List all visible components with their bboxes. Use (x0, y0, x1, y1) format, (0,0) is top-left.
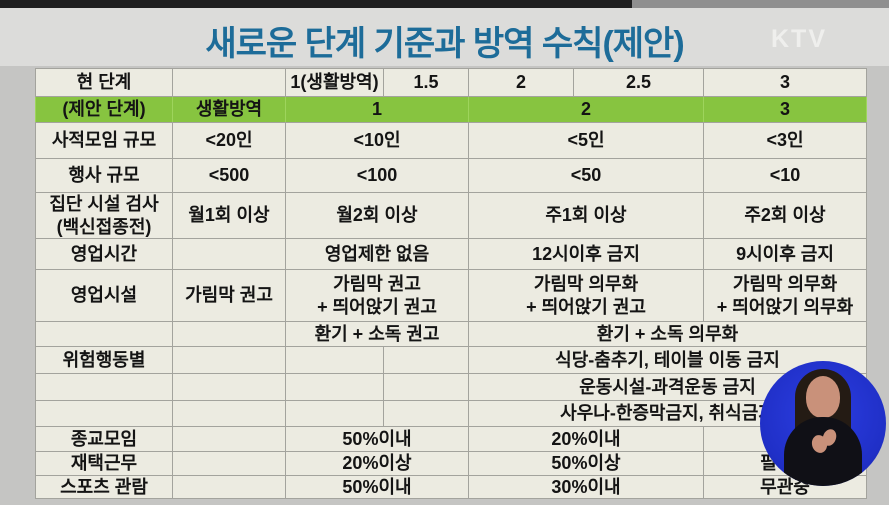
table-row-facility-testing: 집단 시설 검사 (백신접종전) 월1회 이상 월2회 이상 주1회 이상 주2… (35, 192, 867, 239)
table-cell: 가림막 의무화 + 띄어앉기 의무화 (703, 269, 867, 322)
table-row-remote-work: 재택근무 20%이상 50%이상 필수인 (35, 451, 867, 476)
table-cell (35, 373, 173, 401)
title-band (0, 8, 889, 66)
table-cell: 월2회 이상 (285, 192, 469, 239)
table-row-risky-behavior-1: 위험행동별 식당-춤추기, 테이블 이동 금지 (35, 346, 867, 374)
table-cell (172, 373, 286, 401)
row-label-facility-testing: 집단 시설 검사 (백신접종전) (35, 192, 173, 239)
table-row-religious-gathering: 종교모임 50%이내 20%이내 (35, 426, 867, 452)
row-label-business-facility: 영업시설 (35, 269, 173, 322)
table-cell: 20%이내 (468, 426, 704, 452)
table-row-private-gathering: 사적모임 규모 <20인 <10인 <5인 <3인 (35, 122, 867, 159)
table-cell: 가림막 의무화 + 띄어앉기 권고 (468, 269, 704, 322)
table-cell: 1(생활방역) (285, 68, 384, 97)
row-label-sports-viewing: 스포츠 관람 (35, 474, 173, 499)
table-cell (172, 321, 286, 347)
table-row-sports-viewing: 스포츠 관람 50%이내 30%이내 무관중 (35, 474, 867, 499)
table-cell (172, 238, 286, 270)
table-cell (172, 68, 286, 97)
table-cell: 30%이내 (468, 474, 704, 499)
table-row-proposed-stage: (제안 단계) 생활방역 1 2 3 (35, 96, 867, 123)
table-row-current-stage: 현 단계 1(생활방역) 1.5 2 2.5 3 (35, 68, 867, 97)
table-cell: 2 (468, 68, 574, 97)
row-label-private-gathering: 사적모임 규모 (35, 122, 173, 159)
top-edge-light-bar (632, 0, 889, 8)
table-cell (172, 426, 286, 452)
row-label-ventilation (35, 321, 173, 347)
table-cell: 사우나-한증막금지, 취식금지 (468, 400, 867, 427)
row-label-current-stage: 현 단계 (35, 68, 173, 97)
ktv-logo: KTV (771, 25, 827, 53)
table-cell: 가림막 권고 (172, 269, 286, 322)
table-cell (285, 373, 384, 401)
table-cell: 3 (703, 96, 867, 123)
row-label-business-hours: 영업시간 (35, 238, 173, 270)
table-cell (172, 451, 286, 476)
table-cell: 주1회 이상 (468, 192, 704, 239)
table-cell: <3인 (703, 122, 867, 159)
table-cell: <20인 (172, 122, 286, 159)
table-row-event-size: 행사 규모 <500 <100 <50 <10 (35, 158, 867, 193)
table-cell: 2 (468, 96, 704, 123)
table-cell: 3 (703, 68, 867, 97)
table-cell (383, 346, 469, 374)
sign-language-interpreter (760, 361, 886, 486)
table-cell: 50%이내 (285, 426, 469, 452)
table-row-risky-behavior-3: 사우나-한증막금지, 취식금지 (35, 400, 867, 427)
top-edge-dark-bar (0, 0, 632, 8)
table-cell: 1 (285, 96, 469, 123)
table-cell: 생활방역 (172, 96, 286, 123)
quarantine-rules-table: 현 단계 1(생활방역) 1.5 2 2.5 3 (제안 단계) 생활방역 1 … (35, 68, 867, 499)
table-row-business-facility: 영업시설 가림막 권고 가림막 권고 + 띄어앉기 권고 가림막 의무화 + 띄… (35, 269, 867, 322)
table-cell: 환기 + 소독 권고 (285, 321, 469, 347)
row-label-proposed-stage: (제안 단계) (35, 96, 173, 123)
table-row-business-hours: 영업시간 영업제한 없음 12시이후 금지 9시이후 금지 (35, 238, 867, 270)
table-cell: <10 (703, 158, 867, 193)
table-cell (172, 400, 286, 427)
table-cell: 주2회 이상 (703, 192, 867, 239)
table-cell: 50%이상 (468, 451, 704, 476)
row-label-risky-behavior: 위험행동별 (35, 346, 173, 374)
table-cell (172, 474, 286, 499)
table-cell (383, 400, 469, 427)
table-cell: 9시이후 금지 (703, 238, 867, 270)
table-cell: 환기 + 소독 의무화 (468, 321, 867, 347)
table-row-ventilation: 환기 + 소독 권고 환기 + 소독 의무화 (35, 321, 867, 347)
table-cell (285, 400, 384, 427)
table-cell: <10인 (285, 122, 469, 159)
table-cell: 20%이상 (285, 451, 469, 476)
table-cell: <100 (285, 158, 469, 193)
row-label-religious-gathering: 종교모임 (35, 426, 173, 452)
table-cell: <5인 (468, 122, 704, 159)
interpreter-face (806, 376, 840, 418)
table-cell (383, 373, 469, 401)
table-cell: 50%이내 (285, 474, 469, 499)
table-cell: 식당-춤추기, 테이블 이동 금지 (468, 346, 867, 374)
table-cell: <500 (172, 158, 286, 193)
table-cell (35, 400, 173, 427)
table-cell: <50 (468, 158, 704, 193)
page-title: 새로운 단계 기준과 방역 수칙(제안) (205, 25, 684, 63)
table-cell: 2.5 (573, 68, 704, 97)
table-cell (285, 346, 384, 374)
table-cell: 가림막 권고 + 띄어앉기 권고 (285, 269, 469, 322)
table-cell: 월1회 이상 (172, 192, 286, 239)
row-label-event-size: 행사 규모 (35, 158, 173, 193)
table-cell: 영업제한 없음 (285, 238, 469, 270)
table-row-risky-behavior-2: 운동시설-과격운동 금지 (35, 373, 867, 401)
row-label-remote-work: 재택근무 (35, 451, 173, 476)
table-cell (172, 346, 286, 374)
table-cell: 1.5 (383, 68, 469, 97)
table-cell: 12시이후 금지 (468, 238, 704, 270)
